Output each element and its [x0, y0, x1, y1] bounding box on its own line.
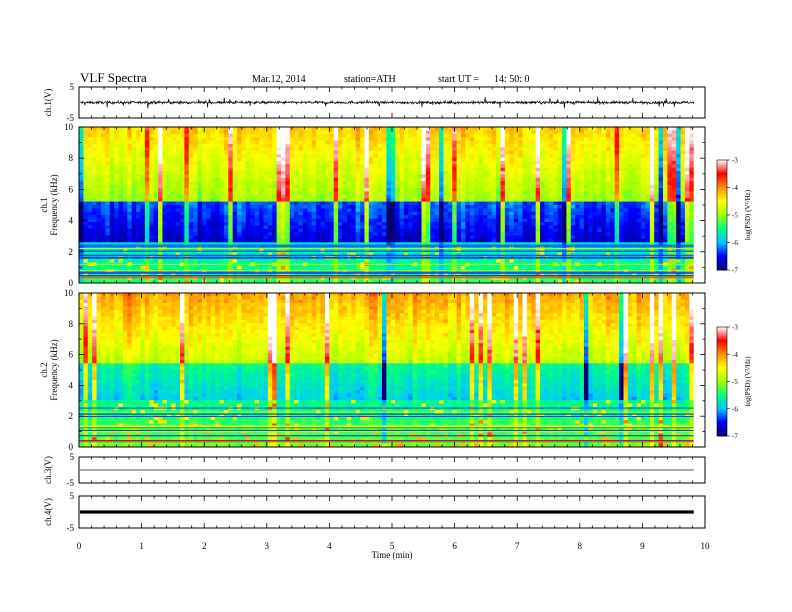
ch2-colorbar-scale — [717, 327, 727, 437]
ch1-freq-tick: 8 — [69, 153, 74, 163]
header-start-time: 14: 50: 0 — [494, 74, 530, 85]
time-tick: 1 — [139, 541, 144, 551]
ch2-freq-tick: 0 — [69, 442, 74, 452]
ch1-colorbar-tick: -3 — [732, 157, 738, 165]
ch2-colorbar-tick: -3 — [732, 324, 738, 332]
time-tick: 2 — [202, 541, 207, 551]
ch1-spectrogram-panel: 0 2 4 6 8 10 ch.1 Frequency (kHz) — [39, 122, 706, 288]
ch1-freq-tick: 6 — [69, 184, 74, 194]
ch1-colorbar-label: log(PSD) (V²/Hz) — [744, 189, 752, 240]
ch1-trace — [79, 96, 695, 109]
ch3-ytick: -5 — [67, 478, 75, 488]
ch2-channel-label: ch.2 — [39, 362, 49, 377]
ch2-spectrogram-panel: 0 2 4 6 8 10 ch.2 Frequency (kHz) — [39, 288, 706, 452]
ch1-waveform-panel: 5 -5 ch.1(V) — [43, 82, 706, 123]
ch4-waveform-panel: 5 -5 ch.4(V) — [43, 491, 706, 533]
time-tick: 7 — [515, 541, 520, 551]
chart-title: VLF Spectra — [80, 70, 147, 85]
ch2-freq-tick: 8 — [69, 319, 74, 329]
ch1-colorbar-scale — [717, 160, 727, 271]
ch4-ylabel: ch.4(V) — [43, 498, 53, 526]
ch1-freq-tick: 2 — [69, 247, 74, 257]
ch1-freq-tick: 10 — [64, 122, 74, 132]
time-tick: 4 — [327, 541, 332, 551]
ch3-ytick: 5 — [70, 452, 75, 462]
ch2-colorbar-tick: -4 — [732, 351, 738, 359]
ch1-ylabel: ch.1(V) — [43, 89, 53, 117]
header-station: station=ATH — [344, 74, 396, 85]
header-start-label: start UT = — [438, 74, 479, 85]
time-tick: 6 — [452, 541, 457, 551]
time-tick: 5 — [390, 541, 395, 551]
ch1-freq-tick: 4 — [69, 216, 74, 226]
ch2-colorbar-tick: -7 — [732, 433, 738, 441]
colorbar-ch1: -3 -4 -5 -6 -7 log(PSD) (V²/Hz) — [716, 157, 752, 275]
ch2-colorbar-label: log(PSD) (V²/Hz) — [744, 356, 752, 407]
ch4-trace — [80, 510, 694, 514]
ch1-colorbar-tick: -7 — [732, 267, 738, 275]
ch2-spectrogram-image — [79, 293, 695, 448]
ch1-colorbar-tick: -5 — [732, 212, 738, 220]
ch2-freq-tick: 2 — [69, 411, 74, 421]
ch1-freq-label: Frequency (kHz) — [49, 174, 59, 235]
ch1-ytick: -5 — [67, 113, 75, 123]
ch1-spectrogram-image — [79, 127, 695, 284]
ch2-colorbar-tick: -6 — [732, 405, 738, 413]
colorbar-ch2: -3 -4 -5 -6 -7 log(PSD) (V²/Hz) — [716, 324, 752, 441]
time-tick: 10 — [701, 541, 711, 551]
ch2-freq-tick: 10 — [64, 288, 74, 298]
ch2-freq-label: Frequency (kHz) — [49, 339, 59, 400]
ch1-channel-label: ch.1 — [39, 197, 49, 212]
ch1-ytick: 5 — [70, 82, 75, 92]
ch4-ytick: 5 — [70, 491, 75, 501]
ch2-freq-tick: 6 — [69, 350, 74, 360]
time-tick: 3 — [265, 541, 270, 551]
ch3-ylabel: ch.3(V) — [43, 456, 53, 484]
ch2-colorbar-tick: -5 — [732, 378, 738, 386]
time-tick: 9 — [640, 541, 645, 551]
ch4-ytick: -5 — [67, 523, 75, 533]
ch2-freq-tick: 4 — [69, 380, 74, 390]
ch3-waveform-panel: 5 -5 ch.3(V) — [43, 452, 706, 488]
time-tick: 0 — [77, 541, 82, 551]
ch1-colorbar-tick: -6 — [732, 239, 738, 247]
time-axis-label: Time (min) — [372, 550, 413, 560]
header-date: Mar.12, 2014 — [252, 74, 306, 85]
ch1-freq-tick: 0 — [69, 278, 74, 288]
time-tick: 8 — [578, 541, 583, 551]
ch1-colorbar-tick: -4 — [732, 184, 738, 192]
time-axis: 0 1 2 3 4 5 6 7 8 9 10 Time (min) — [77, 541, 710, 560]
